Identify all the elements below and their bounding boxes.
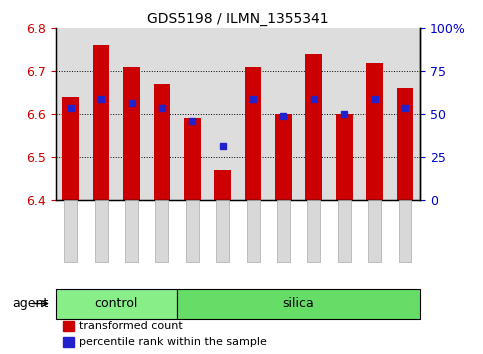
Bar	[268, 28, 298, 200]
Bar	[336, 114, 353, 200]
Bar	[245, 67, 261, 200]
Bar	[359, 28, 390, 200]
Bar	[56, 289, 177, 319]
Bar	[123, 67, 140, 200]
Bar	[359, 28, 390, 200]
Bar	[268, 28, 298, 200]
Bar	[305, 54, 322, 200]
Bar	[298, 28, 329, 200]
Bar	[154, 84, 170, 200]
Bar	[177, 289, 420, 319]
Bar	[208, 28, 238, 200]
Bar	[63, 337, 74, 347]
Text: silica: silica	[283, 297, 314, 310]
Bar	[147, 28, 177, 200]
Bar	[62, 97, 79, 200]
Bar	[238, 28, 268, 200]
Text: transformed count: transformed count	[79, 321, 183, 331]
Title: GDS5198 / ILMN_1355341: GDS5198 / ILMN_1355341	[147, 12, 329, 26]
Bar	[329, 28, 359, 200]
Bar	[298, 28, 329, 200]
Bar	[366, 63, 383, 200]
Bar	[177, 28, 208, 200]
Bar	[116, 28, 147, 200]
Text: percentile rank within the sample: percentile rank within the sample	[79, 337, 267, 347]
Bar	[63, 321, 74, 331]
Bar	[390, 28, 420, 200]
Bar	[147, 28, 177, 200]
Bar	[397, 88, 413, 200]
Bar	[329, 28, 359, 200]
Bar	[86, 28, 116, 200]
Text: agent: agent	[12, 297, 48, 310]
Bar	[177, 28, 208, 200]
Text: control: control	[95, 297, 138, 310]
Bar	[93, 45, 110, 200]
Bar	[275, 114, 292, 200]
Bar	[86, 28, 116, 200]
Bar	[116, 28, 147, 200]
Bar	[238, 28, 268, 200]
Bar	[56, 28, 86, 200]
Bar	[208, 28, 238, 200]
Bar	[184, 119, 200, 200]
Bar	[390, 28, 420, 200]
Bar	[56, 28, 86, 200]
Bar	[214, 170, 231, 200]
